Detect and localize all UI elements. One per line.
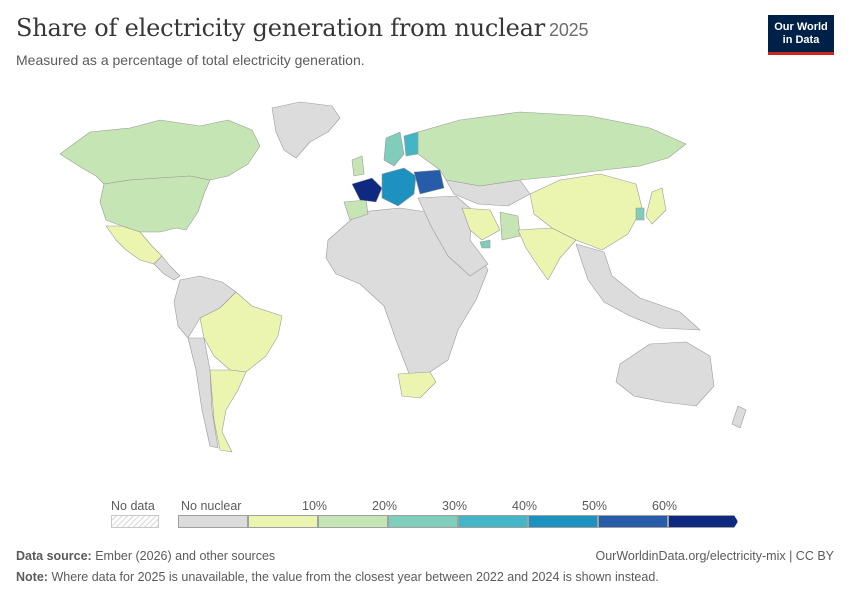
region-new-zealand[interactable] [731,405,747,429]
region-southeast-asia[interactable] [575,243,701,331]
region-spain[interactable] [343,199,369,221]
legend-tick-1: 10% [302,499,328,513]
legend-tick-2: 20% [372,499,398,513]
footer-note: Note: Where data for 2025 is unavailable… [16,570,659,584]
region-brazil[interactable] [199,291,283,373]
legend-tick-4: 40% [512,499,538,513]
region-chile[interactable] [187,337,219,449]
chart-subtitle: Measured as a percentage of total electr… [16,52,365,68]
region-usa[interactable] [99,175,211,233]
note-label: Note: [16,570,48,584]
region-china[interactable] [529,173,643,251]
owid-logo[interactable]: Our World in Data [768,15,834,55]
region-uae[interactable] [479,239,491,249]
legend-tick-6: 60% [652,499,678,513]
region-pakistan[interactable] [499,211,521,241]
source-label: Data source: [16,549,92,563]
source-text: Ember (2026) and other sources [95,549,276,563]
region-greenland[interactable] [271,101,341,159]
chart-title: Share of electricity generation from nuc… [16,14,588,42]
legend: No data No nuclear 10% 20% 30% 40% 50% 60% [0,495,850,535]
legend-swatch-3[interactable] [388,515,458,528]
region-argentina[interactable] [209,369,247,453]
region-canada[interactable] [59,119,261,185]
region-japan[interactable] [645,187,667,225]
legend-tick-3: 30% [442,499,468,513]
legend-tick-5: 50% [582,499,608,513]
region-kazakhstan[interactable] [445,179,531,207]
legend-swatch-1[interactable] [248,515,318,528]
legend-swatch-7[interactable] [668,515,738,528]
chart-title-text: Share of electricity generation from nuc… [16,14,546,42]
region-south-korea[interactable] [635,207,645,221]
region-australia[interactable] [615,341,715,407]
note-text: Where data for 2025 is unavailable, the … [51,570,659,584]
world-map[interactable] [0,80,850,480]
region-finland[interactable] [403,131,419,157]
legend-no-nuclear-label: No nuclear [181,499,242,513]
logo-line-1: Our World [774,20,828,33]
legend-swatch-5[interactable] [528,515,598,528]
legend-swatch-4[interactable] [458,515,528,528]
footer-source: Data source: Ember (2026) and other sour… [16,549,275,563]
legend-no-data-swatch [111,515,159,528]
region-ukraine[interactable] [413,169,445,195]
chart-year: 2025 [549,20,589,40]
legend-no-data-label: No data [111,499,155,513]
region-central-europe[interactable] [381,167,417,207]
region-south-africa[interactable] [397,371,437,399]
legend-swatch-2[interactable] [318,515,388,528]
logo-line-2: in Data [782,33,820,46]
region-iran[interactable] [461,207,501,241]
region-russia[interactable] [417,111,687,187]
region-central-america[interactable] [153,255,181,281]
legend-swatch-no-nuclear[interactable] [178,515,248,528]
region-uk[interactable] [351,155,365,177]
legend-swatch-6[interactable] [598,515,668,528]
footer-url[interactable]: OurWorldinData.org/electricity-mix | CC … [595,549,835,563]
region-france[interactable] [351,177,383,203]
region-sweden[interactable] [383,131,405,167]
